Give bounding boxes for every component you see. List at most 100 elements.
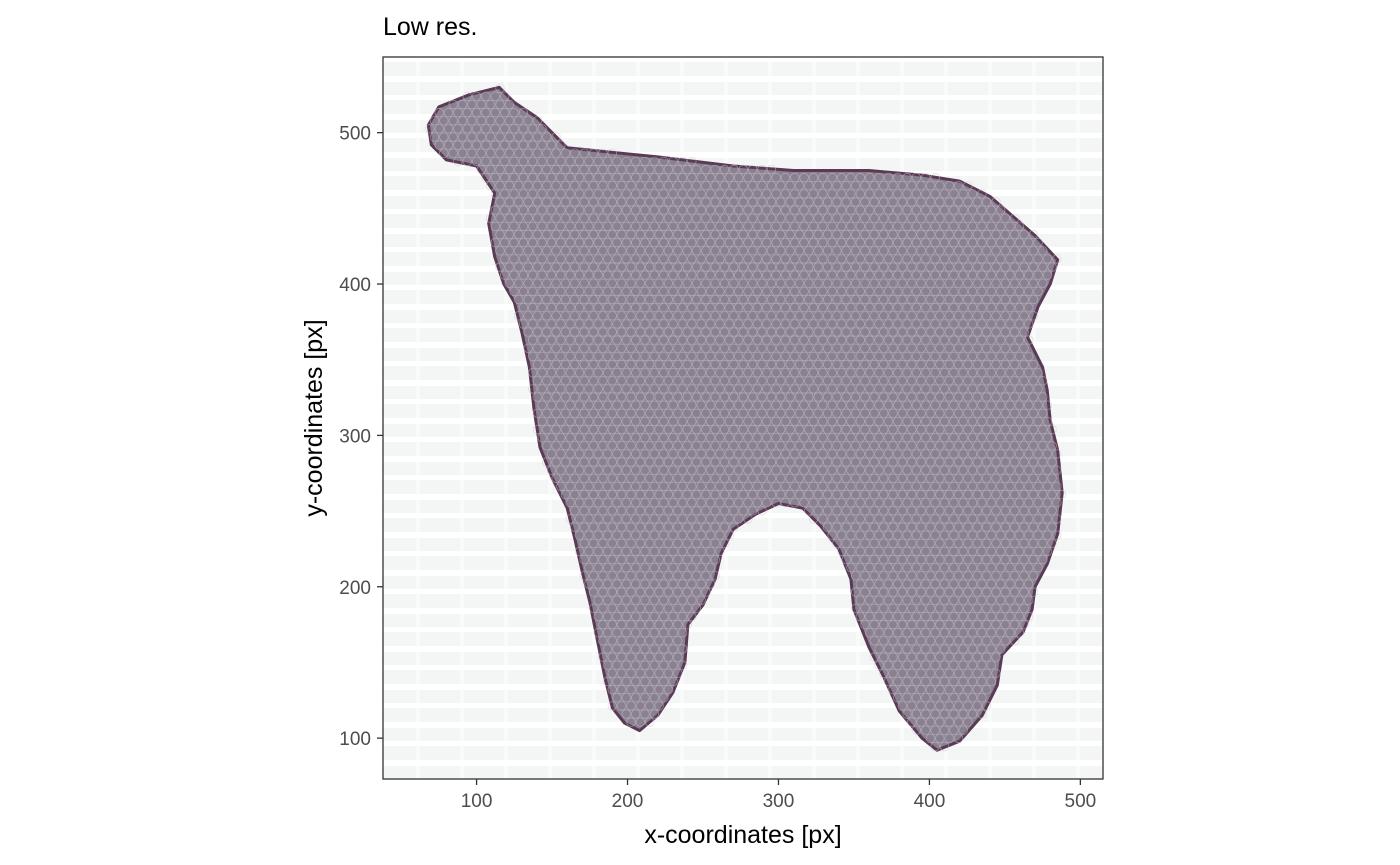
spot-point bbox=[1014, 351, 1025, 362]
spot-point bbox=[949, 644, 959, 654]
spot-point bbox=[860, 262, 870, 272]
spot-point bbox=[631, 384, 641, 394]
spot-point bbox=[635, 408, 646, 419]
spot-point bbox=[902, 644, 912, 654]
spot-point bbox=[574, 433, 585, 443]
spot-point bbox=[874, 433, 884, 443]
spot-point bbox=[626, 554, 636, 565]
spot-point bbox=[893, 368, 903, 378]
spot-point bbox=[883, 644, 894, 654]
spot-point bbox=[677, 628, 688, 638]
spot-point bbox=[528, 124, 538, 134]
spot-point bbox=[719, 376, 730, 386]
spot-point bbox=[1010, 262, 1020, 272]
spot-point bbox=[953, 441, 964, 451]
spot-point bbox=[649, 465, 660, 475]
spot-point bbox=[654, 473, 664, 484]
spot-point bbox=[1010, 343, 1020, 354]
spot-point bbox=[570, 506, 580, 516]
spot-point bbox=[1014, 611, 1025, 622]
spot-point bbox=[588, 571, 599, 581]
spot-point bbox=[977, 302, 987, 313]
spot-point bbox=[1023, 514, 1034, 524]
spot-point bbox=[682, 571, 692, 581]
spot-point bbox=[827, 205, 837, 215]
spot-point bbox=[546, 172, 557, 183]
spot-point bbox=[621, 449, 632, 459]
spot-point bbox=[827, 351, 837, 362]
spot-point bbox=[514, 132, 524, 142]
spot-point bbox=[808, 416, 819, 427]
spot-point bbox=[490, 205, 501, 215]
spot-point bbox=[1010, 506, 1020, 516]
spot-point bbox=[766, 424, 777, 435]
spot-point bbox=[827, 302, 837, 313]
spot-point bbox=[1023, 579, 1034, 589]
spot-point bbox=[649, 156, 660, 167]
spot-point bbox=[916, 197, 926, 207]
spot-point bbox=[813, 489, 823, 500]
spot-point bbox=[967, 449, 978, 459]
spot-point bbox=[822, 441, 833, 451]
spot-point bbox=[616, 376, 627, 386]
spot-point bbox=[958, 498, 968, 508]
spot-point bbox=[888, 294, 898, 305]
spot-point bbox=[724, 465, 735, 475]
spot-point bbox=[556, 140, 566, 150]
spot-point bbox=[780, 189, 791, 199]
spot-point bbox=[757, 327, 767, 337]
spot-point bbox=[1014, 514, 1025, 524]
spot-point bbox=[827, 172, 837, 183]
spot-point bbox=[607, 538, 618, 549]
spot-point bbox=[682, 311, 692, 321]
spot-point bbox=[645, 587, 655, 597]
spot-point bbox=[710, 424, 720, 435]
spot-point bbox=[780, 481, 791, 492]
spot-point bbox=[1000, 522, 1011, 532]
spot-point bbox=[939, 400, 950, 410]
spot-point bbox=[663, 408, 674, 419]
spot-point bbox=[701, 571, 711, 581]
spot-point bbox=[949, 449, 959, 459]
spot-point bbox=[588, 408, 599, 419]
spot-point bbox=[715, 400, 725, 410]
spot-point bbox=[509, 221, 519, 232]
spot-point bbox=[804, 197, 814, 207]
spot-point bbox=[584, 514, 594, 524]
spot-point bbox=[701, 457, 711, 467]
spot-point bbox=[640, 156, 650, 167]
spot-point bbox=[981, 538, 992, 549]
spot-point bbox=[780, 335, 791, 345]
spot-point bbox=[888, 245, 898, 256]
spot-point bbox=[663, 213, 674, 223]
spot-point bbox=[757, 278, 767, 289]
spot-point bbox=[640, 351, 650, 362]
spot-point bbox=[804, 245, 814, 256]
spot-point bbox=[930, 709, 940, 719]
spot-point bbox=[663, 294, 674, 305]
spot-point bbox=[935, 603, 945, 614]
spot-point bbox=[897, 278, 908, 289]
spot-point bbox=[673, 197, 683, 207]
spot-point bbox=[602, 384, 613, 394]
spot-point bbox=[645, 717, 655, 727]
spot-point bbox=[677, 660, 688, 670]
spot-point bbox=[827, 481, 837, 492]
spot-point bbox=[705, 465, 716, 475]
spot-point bbox=[556, 481, 566, 492]
spot-point bbox=[958, 189, 968, 199]
spot-point bbox=[649, 611, 660, 622]
spot-point bbox=[565, 237, 575, 248]
spot-point bbox=[532, 245, 543, 256]
spot-point bbox=[953, 603, 964, 614]
spot-point bbox=[518, 319, 529, 329]
spot-point bbox=[687, 254, 697, 264]
spot-point bbox=[1000, 473, 1011, 484]
spot-point bbox=[925, 441, 936, 451]
spot-point bbox=[818, 237, 828, 248]
spot-point bbox=[1047, 441, 1057, 451]
spot-point bbox=[911, 693, 922, 703]
spot-point bbox=[682, 489, 692, 500]
spot-point bbox=[1005, 546, 1015, 557]
spot-point bbox=[958, 725, 968, 735]
